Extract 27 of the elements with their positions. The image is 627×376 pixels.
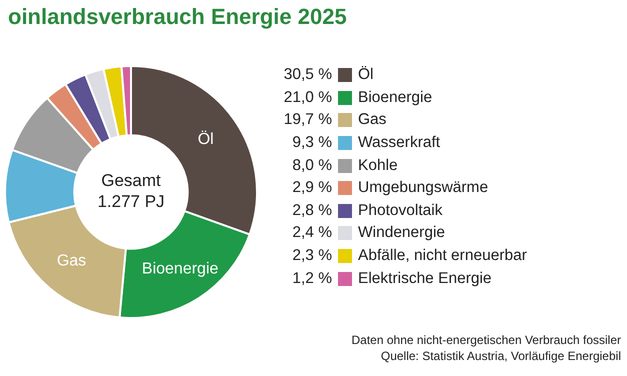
data-label: 2,9 % bbox=[291, 179, 332, 198]
data-label: 2,4 % bbox=[291, 224, 332, 242]
data-label: 8,0 % bbox=[291, 156, 332, 175]
data-label: 2,3 % bbox=[291, 247, 332, 266]
legend-label: Elektrische Energie bbox=[358, 270, 492, 288]
slice-label: Bioenergie bbox=[142, 260, 218, 278]
source-note: Quelle: Statistik Austria, Vorläufige Energiebil bbox=[380, 348, 621, 364]
legend-label: Abfälle, nicht erneuerbar bbox=[358, 247, 527, 266]
data-label: 2,8 % bbox=[291, 202, 332, 220]
data-label: 9,3 % bbox=[291, 134, 332, 152]
data-label: 30,5 % bbox=[282, 66, 332, 84]
slice-label: Öl bbox=[198, 130, 214, 148]
legend-label: Wasserkraft bbox=[358, 134, 440, 152]
legend-label: Umgebungswärme bbox=[358, 179, 488, 198]
legend-label: Bioenergie bbox=[358, 88, 432, 107]
chart-title: oinlandsverbrauch Energie 2025 bbox=[8, 4, 347, 30]
data-label: 19,7 % bbox=[282, 111, 332, 130]
legend-label: Kohle bbox=[358, 156, 398, 175]
data-label: 1,2 % bbox=[291, 270, 332, 288]
legend-label: Photovoltaik bbox=[358, 202, 442, 220]
legend-label: Öl bbox=[358, 66, 374, 84]
legend-label: Gas bbox=[358, 111, 386, 130]
text: Gesamt 1.277 PJ bbox=[97, 171, 165, 212]
legend-label: Windenergie bbox=[358, 224, 446, 242]
text: Daten ohne nicht-energetischen Verbrauch fossiler bbox=[352, 332, 621, 348]
data-label: 21,0 % bbox=[282, 88, 332, 107]
slice-label: Gas bbox=[56, 252, 86, 270]
